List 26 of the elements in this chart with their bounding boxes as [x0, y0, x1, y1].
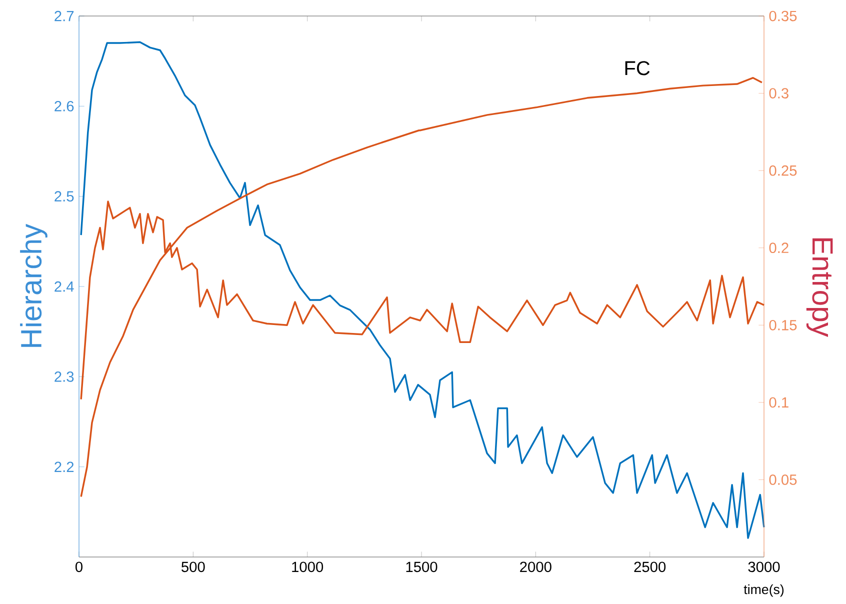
x-tick-label: 3000	[748, 562, 780, 572]
y2-tick-label: 0.25	[769, 165, 797, 176]
series-label: FC	[625, 61, 650, 76]
y2-tick-label: 0.05	[769, 474, 797, 485]
x-tick-label: 1000	[292, 562, 324, 572]
y2-axis-title: Entropy	[806, 238, 833, 337]
x-tick-label: 0	[75, 562, 82, 572]
x-tick-label: 1500	[406, 562, 438, 572]
y-tick-label: 2.4	[54, 281, 74, 292]
x-tick-label: 500	[182, 562, 205, 572]
line-series	[80, 41, 765, 539]
x-axis-title: time(s)	[744, 584, 784, 597]
y2-tick-label: 0.2	[769, 242, 788, 254]
y2-tick-label: 0.3	[769, 88, 788, 98]
y2-tick-label: 0.35	[769, 10, 797, 22]
y-tick-label: 2.5	[54, 191, 74, 202]
y-tick-label: 2.7	[54, 10, 74, 22]
x-tick-label: 2000	[520, 562, 552, 572]
y2-tick-label: 0.15	[769, 320, 797, 330]
y-tick-label: 2.6	[54, 100, 74, 112]
x-tick-label: 2500	[634, 562, 666, 572]
y2-tick-label: 0.1	[769, 397, 788, 408]
y-tick-label: 2.2	[54, 462, 74, 472]
y-tick-label: 2.3	[54, 371, 74, 382]
line-series	[80, 76, 763, 498]
y-axis-title: Hierarchy	[20, 224, 48, 347]
